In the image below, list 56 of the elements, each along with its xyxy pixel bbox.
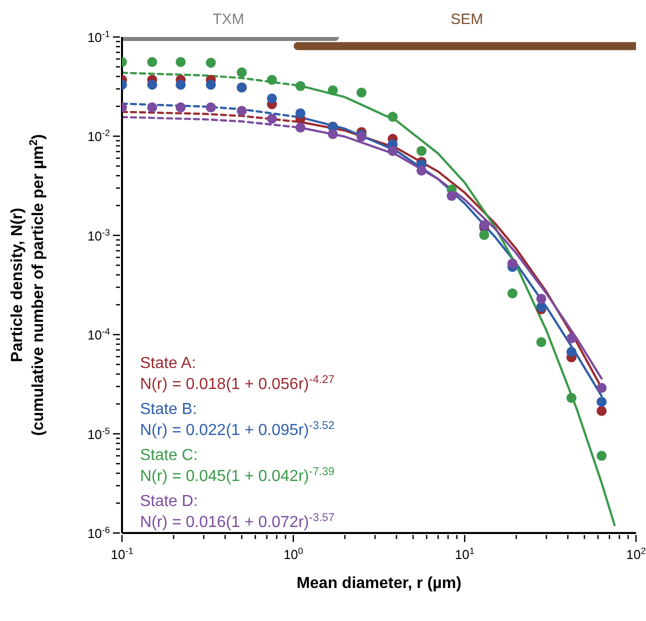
point [236,67,247,78]
text: State B: [140,401,197,418]
annotation: N(r) = 0.018(1 + 0.056r)$^{-4.27}$ [140,374,334,393]
point [416,146,427,156]
point [206,80,216,90]
point [328,129,338,140]
point [266,93,277,104]
series-label: SEM [450,11,484,28]
point [388,146,398,156]
x-tick-label: 10$^{1}$ [454,546,474,562]
y-tick-label: 10$^{-4}$ [87,326,110,343]
point [566,346,576,357]
text: State D: [140,493,198,510]
series-label: TXM [212,11,244,28]
point [356,88,367,98]
point [596,406,607,416]
point [328,85,338,96]
point [295,108,306,118]
point [147,80,158,90]
point [446,190,457,201]
point [536,294,546,304]
point [295,122,306,133]
annotation: N(r) = 0.016(1 + 0.072r)$^{-3.57}$ [140,512,334,531]
point [176,80,186,90]
y-tick-label: 10$^{-3}$ [87,227,110,244]
y-tick-label: 10$^{-2}$ [87,128,110,144]
y-tick-label: 10$^{-6}$ [87,525,110,541]
point [416,166,427,176]
point [206,102,216,112]
point [266,114,277,124]
point [236,106,247,116]
y-tick-label: 10$^{-1}$ [87,29,110,45]
point [206,58,216,68]
point [266,74,277,85]
text: State A: [140,355,196,372]
x-axis-title: Mean diameter, r (µm) [296,575,462,592]
x-tick-label: 10$^{2}$ [626,546,646,562]
point [147,56,158,67]
point [596,396,607,407]
point [388,112,398,122]
point [176,102,186,112]
point [507,288,518,298]
point [295,81,306,92]
point [566,392,576,403]
point [596,382,607,393]
point [536,337,546,348]
point [566,333,576,344]
point [176,56,186,67]
x-tick-label: 10$^{0}$ [284,546,304,562]
point [147,102,158,112]
annotation: N(r) = 0.022(1 + 0.095r)$^{-3.52}$ [140,420,334,439]
text: State C: [140,447,198,464]
y-tick-label: 10$^{-5}$ [87,426,110,442]
x-tick-label: 10$^{-1}$ [110,546,134,562]
point [596,450,607,461]
annotation: N(r) = 0.045(1 + 0.042r)$^{-7.39}$ [140,466,334,485]
